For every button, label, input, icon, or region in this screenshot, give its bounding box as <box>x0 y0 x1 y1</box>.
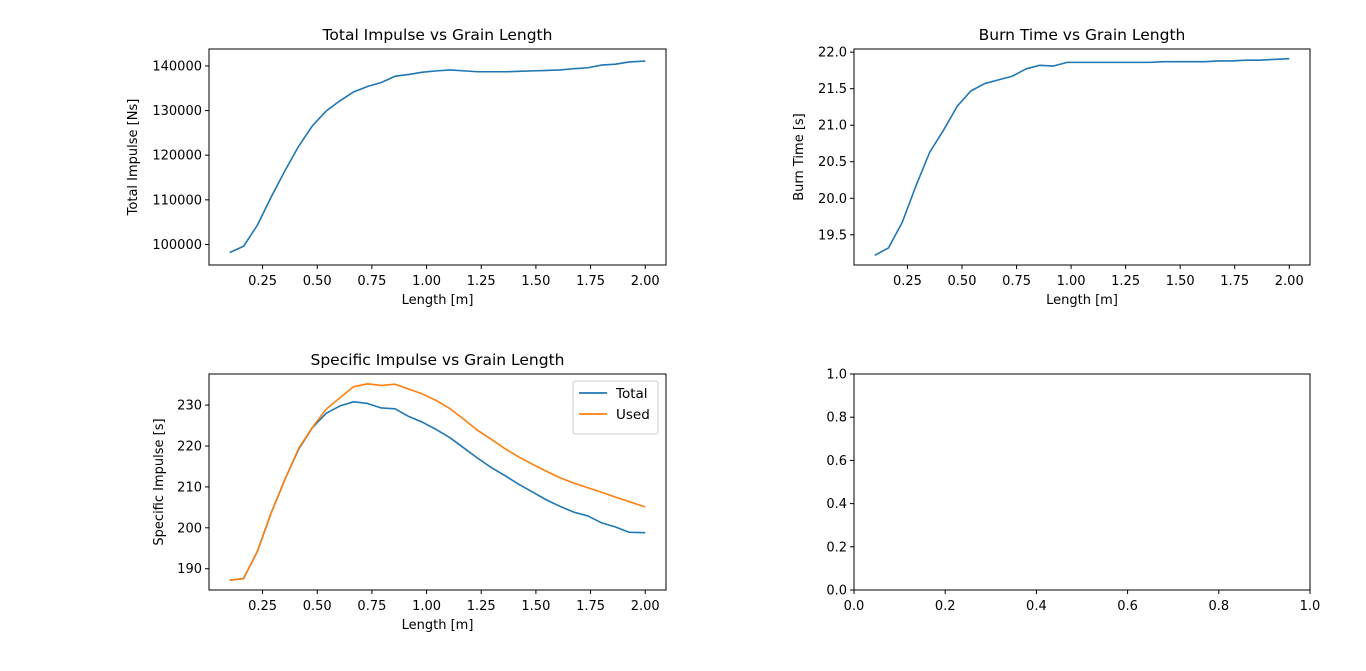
x-tick-label: 0.0 <box>844 599 865 614</box>
x-axis-label: Length [m] <box>402 618 474 633</box>
x-tick-label: 1.75 <box>1220 274 1249 289</box>
legend-entry: Total <box>615 386 648 402</box>
y-tick-label: 140000 <box>152 59 202 74</box>
subplot-burn-time: 0.25 0.50 0.75 1.00 1.25 1.50 1.75 2.00 19.5 20.0… <box>792 26 1311 308</box>
x-tick-label: 1.50 <box>521 274 550 289</box>
y-tick-label: 0.6 <box>826 454 847 469</box>
x-tick-label: 0.25 <box>248 599 277 614</box>
y-tick-label: 0.0 <box>826 584 847 599</box>
chart-title: Burn Time vs Grain Length <box>979 26 1186 44</box>
y-tick-label: 190 <box>177 562 202 577</box>
chart-title: Specific Impulse vs Grain Length <box>310 351 564 369</box>
y-tick-label: 0.4 <box>826 497 847 512</box>
x-tick-label: 1.00 <box>1057 274 1086 289</box>
x-tick-label: 0.75 <box>357 599 386 614</box>
x-tick-label: 1.25 <box>467 274 496 289</box>
plot-area <box>854 49 1310 265</box>
x-tick-label: 2.00 <box>631 599 660 614</box>
subplot-specific-impulse: 0.25 0.50 0.75 1.00 1.25 1.50 1.75 2.00 190 200 21… <box>152 351 667 633</box>
series-line-0 <box>229 60 646 254</box>
x-tick-label: 1.50 <box>1166 274 1195 289</box>
y-tick-label: 130000 <box>152 104 202 119</box>
y-axis-label: Total Impulse [Ns] <box>126 99 141 217</box>
y-tick-label: 21.0 <box>818 119 847 134</box>
x-tick-label: 1.50 <box>521 599 550 614</box>
y-tick-label: 100000 <box>152 238 202 253</box>
x-tick-label: 0.50 <box>303 599 332 614</box>
x-tick-label: 0.50 <box>303 274 332 289</box>
x-tick-label: 0.25 <box>893 274 922 289</box>
subplot-empty: 0.0 0.2 0.4 0.6 0.8 1.0 0.0 0.2 0.4 0.6 0.8 1.0 <box>826 368 1320 615</box>
subplot-total-impulse: 0.25 0.50 0.75 1.00 1.25 1.50 1.75 2.00 100000 11… <box>126 26 667 308</box>
y-tick-label: 120000 <box>152 149 202 164</box>
x-tick-label: 1.25 <box>1111 274 1140 289</box>
legend-entry: Used <box>616 407 650 423</box>
x-axis-label: Length [m] <box>1046 293 1118 308</box>
y-tick-label: 20.5 <box>818 155 847 170</box>
y-tick-label: 110000 <box>152 193 202 208</box>
y-tick-label: 0.2 <box>826 540 847 555</box>
series-line-0 <box>874 57 1290 256</box>
x-axis-label: Length [m] <box>402 293 474 308</box>
legend: Total Used <box>572 380 659 435</box>
x-tick-label: 0.8 <box>1208 599 1229 614</box>
chart-title: Total Impulse vs Grain Length <box>322 26 553 44</box>
y-tick-label: 210 <box>177 480 202 495</box>
y-axis-label: Burn Time [s] <box>792 113 807 201</box>
x-tick-label: 1.25 <box>467 599 496 614</box>
axes-frame <box>853 48 1311 266</box>
y-tick-label: 0.8 <box>826 411 847 426</box>
plot-area <box>854 374 1310 590</box>
y-tick-label: 21.5 <box>818 82 847 97</box>
x-tick-label: 1.00 <box>412 599 441 614</box>
x-tick-label: 0.2 <box>935 599 956 614</box>
plot-area <box>209 49 666 265</box>
x-tick-label: 0.4 <box>1026 599 1047 614</box>
y-tick-label: 22.0 <box>818 46 847 61</box>
x-tick-label: 1.75 <box>576 599 605 614</box>
y-axis-label: Specific Impulse [s] <box>152 418 167 545</box>
x-tick-label: 0.75 <box>357 274 386 289</box>
y-tick-label: 1.0 <box>826 368 847 383</box>
legend-box <box>572 380 659 435</box>
x-tick-label: 0.25 <box>248 274 277 289</box>
x-tick-label: 0.75 <box>1002 274 1031 289</box>
x-tick-label: 1.0 <box>1300 599 1321 614</box>
x-tick-label: 0.50 <box>948 274 977 289</box>
axes-frame <box>853 373 1311 591</box>
x-tick-label: 2.00 <box>631 274 660 289</box>
y-tick-label: 20.0 <box>818 192 847 207</box>
y-tick-label: 230 <box>177 399 202 414</box>
y-tick-label: 200 <box>177 521 202 536</box>
x-tick-label: 0.6 <box>1117 599 1138 614</box>
y-tick-label: 220 <box>177 440 202 455</box>
y-tick-label: 19.5 <box>818 228 847 243</box>
x-tick-label: 1.75 <box>576 274 605 289</box>
x-tick-label: 1.00 <box>412 274 441 289</box>
x-tick-label: 2.00 <box>1275 274 1304 289</box>
axes-frame <box>208 48 667 266</box>
series-line-used <box>229 383 646 581</box>
axes-frame <box>208 373 667 591</box>
